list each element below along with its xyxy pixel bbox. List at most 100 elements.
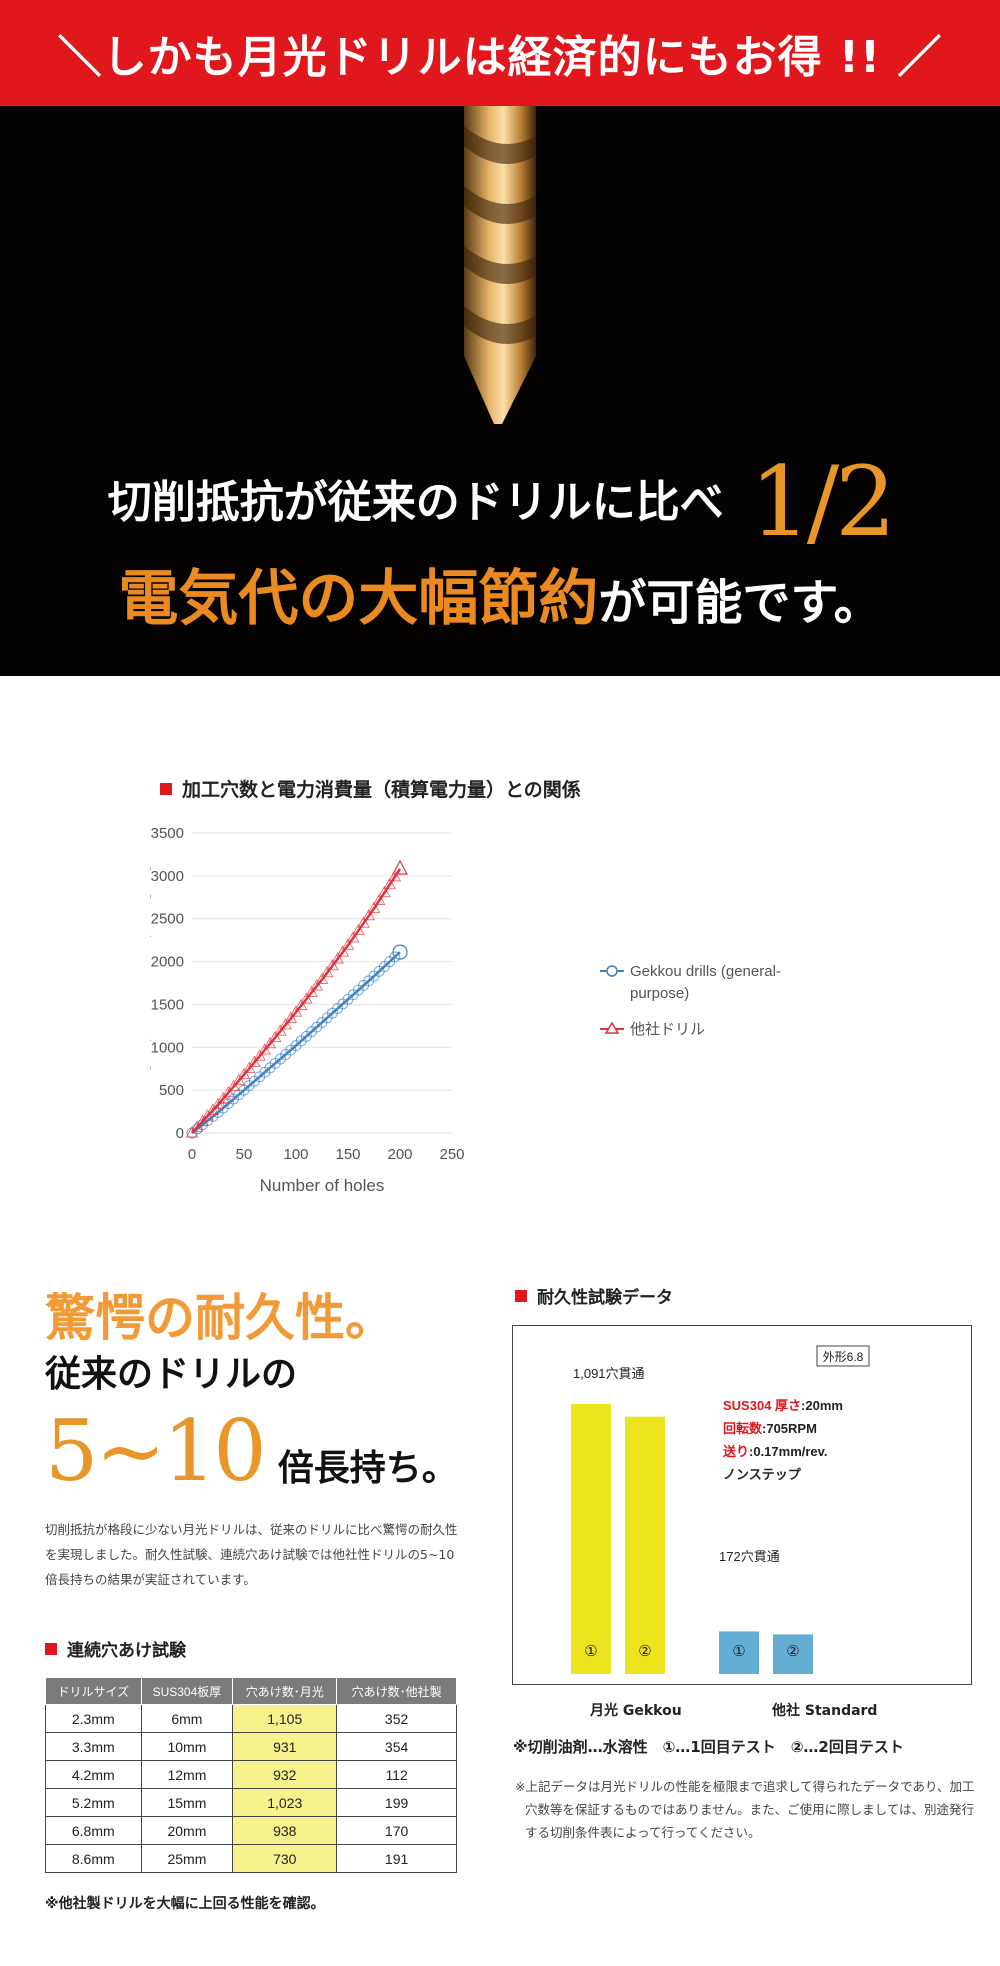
- hero-line2-rest: が可能です。: [598, 575, 882, 631]
- red-square-icon: [160, 782, 172, 795]
- data-point: [216, 1091, 230, 1104]
- chart-title: 加工穴数と電力消費量（積算電力量）との関係: [182, 779, 581, 801]
- table-row: 5.2mm 15mm 1,023 199: [45, 1788, 457, 1817]
- size-badge: 外形6.8: [823, 1350, 864, 1364]
- data-point: [367, 901, 381, 913]
- hero-headline: 切削抵抗が従来のドリルに比べ 1/2: [0, 446, 1000, 558]
- x-tick-label: 0: [188, 1146, 196, 1163]
- table-cell: 6mm: [140, 1704, 234, 1733]
- bar-gekkou: [625, 1416, 665, 1674]
- data-point: [268, 1030, 282, 1042]
- condition-line: SUS304 厚さ:20mm: [723, 1398, 843, 1413]
- legend-label: 他社ドリル: [630, 1021, 705, 1038]
- table-cell: 3.3mm: [45, 1732, 142, 1761]
- data-point: [346, 930, 360, 943]
- y-tick-label: 2000: [151, 954, 184, 971]
- data-point: [320, 965, 334, 978]
- hero-highlight: 電気代の大幅節約: [118, 564, 599, 634]
- data-point: [284, 1011, 298, 1023]
- tests-heading: 連続穴あけ試験: [45, 1636, 186, 1661]
- data-point: [392, 944, 408, 960]
- table-cell: 8.6mm: [45, 1844, 142, 1873]
- y-tick-label: 0: [176, 1125, 184, 1142]
- bar-mark: ②: [638, 1643, 651, 1660]
- table-cell: 170: [336, 1816, 457, 1845]
- table-cell: 112: [336, 1760, 457, 1789]
- data-point: [232, 1073, 246, 1086]
- bar-standard: [719, 1631, 759, 1674]
- table-header: 穴あけ数･月光: [232, 1677, 338, 1705]
- data-point: [258, 1043, 272, 1055]
- x-tick-label: 200: [387, 1146, 412, 1163]
- hero-section: 切削抵抗が従来のドリルに比べ 1/2 電気代の大幅節約が可能です。: [0, 106, 1000, 676]
- table-cell: 199: [336, 1788, 457, 1817]
- data-point: [336, 945, 350, 957]
- table-header-row: ドリルサイズ SUS304板厚 穴あけ数･月光 穴あけ数･他社製: [45, 1677, 457, 1705]
- data-point: [263, 1036, 277, 1049]
- data-point: [289, 1005, 303, 1017]
- data-point: [242, 1061, 256, 1073]
- x-tick-label: 100: [283, 1146, 308, 1163]
- table-cell: 25mm: [140, 1844, 234, 1873]
- data-point: [185, 1126, 199, 1138]
- data-point: [341, 938, 355, 950]
- y-tick-label: 3000: [151, 868, 184, 885]
- drill-bit-image: [464, 106, 536, 424]
- hero-subheadline: 電気代の大幅節約が可能です。: [0, 550, 1000, 637]
- data-point: [315, 972, 329, 985]
- series-1: [185, 859, 409, 1138]
- red-square-icon: [515, 1289, 527, 1302]
- durability-bar-svg: ① ② ① ② 1,091穴貫通 172穴貫通 外形6.8 SUS304 厚さ:20mm 回転数…: [571, 1345, 870, 1674]
- table-cell: 5.2mm: [45, 1788, 142, 1817]
- table-cell: 15mm: [140, 1788, 234, 1817]
- continuous-drilling-table: ドリルサイズ SUS304板厚 穴あけ数･月光 穴あけ数･他社製 2.3mm 6…: [45, 1677, 457, 1873]
- category-gekkou: 月光 Gekkou: [590, 1703, 682, 1719]
- table-note: ※他社製ドリルを大幅に上回る性能を確認。: [45, 1896, 325, 1912]
- data-point: [305, 985, 318, 998]
- y-tick-label: 500: [159, 1082, 184, 1099]
- table-cell: 20mm: [140, 1816, 234, 1845]
- tests-title: 連続穴あけ試験: [67, 1641, 186, 1661]
- table-cell: 10mm: [140, 1732, 234, 1761]
- table-cell-gekkou: 1,023: [232, 1788, 338, 1817]
- legend-marker: [606, 965, 618, 977]
- hero-fraction: 1/2: [749, 446, 896, 558]
- red-square-icon: [45, 1642, 57, 1655]
- data-point: [294, 998, 308, 1011]
- data-point: [357, 916, 370, 928]
- data-point: [362, 908, 376, 921]
- table-cell: 354: [336, 1732, 457, 1761]
- data-point: [206, 1103, 220, 1115]
- legend-marker: [604, 1021, 620, 1034]
- data-point: [253, 1049, 266, 1061]
- table-cell-gekkou: 932: [232, 1760, 338, 1789]
- data-point: [378, 885, 391, 898]
- bar-mark: ①: [732, 1643, 745, 1660]
- durability-data-heading: 耐久性試験データ: [515, 1283, 673, 1308]
- multiplier-text: 倍長持ち。: [277, 1448, 458, 1489]
- data-point: [227, 1079, 240, 1092]
- data-point: [196, 1114, 209, 1127]
- data-point: [389, 951, 401, 963]
- gekkou-value-label: 1,091穴貫通: [573, 1366, 645, 1381]
- y-tick-label: 2500: [151, 911, 184, 928]
- data-point: [237, 1067, 251, 1080]
- durability-data-title: 耐久性試験データ: [537, 1288, 673, 1308]
- table-header: SUS304板厚: [140, 1677, 234, 1705]
- table-row: 3.3mm 10mm 931 354: [45, 1732, 457, 1761]
- data-point: [331, 952, 344, 964]
- data-point: [222, 1085, 235, 1098]
- legend-label: Gekkou drills (general-: [630, 963, 781, 980]
- table-header: 穴あけ数･他社製: [336, 1677, 457, 1705]
- durability-bar-chart: ① ② ① ② 1,091穴貫通 172穴貫通 外形6.8 SUS304 厚さ:20mm 回転数…: [512, 1325, 972, 1685]
- standard-value-label: 172穴貫通: [719, 1549, 780, 1564]
- table-cell: 12mm: [140, 1760, 234, 1789]
- data-point: [274, 1024, 287, 1036]
- table-header: ドリルサイズ: [45, 1677, 142, 1705]
- table-cell-gekkou: 938: [232, 1816, 338, 1845]
- y-axis-label: Integral power consumption [Wh]: [150, 866, 151, 1100]
- table-row: 6.8mm 20mm 938 170: [45, 1816, 457, 1845]
- durability-headline: 驚愕の耐久性。: [45, 1289, 395, 1347]
- condition-line: ノンステップ: [723, 1467, 802, 1482]
- legend-label: purpose): [630, 985, 689, 1002]
